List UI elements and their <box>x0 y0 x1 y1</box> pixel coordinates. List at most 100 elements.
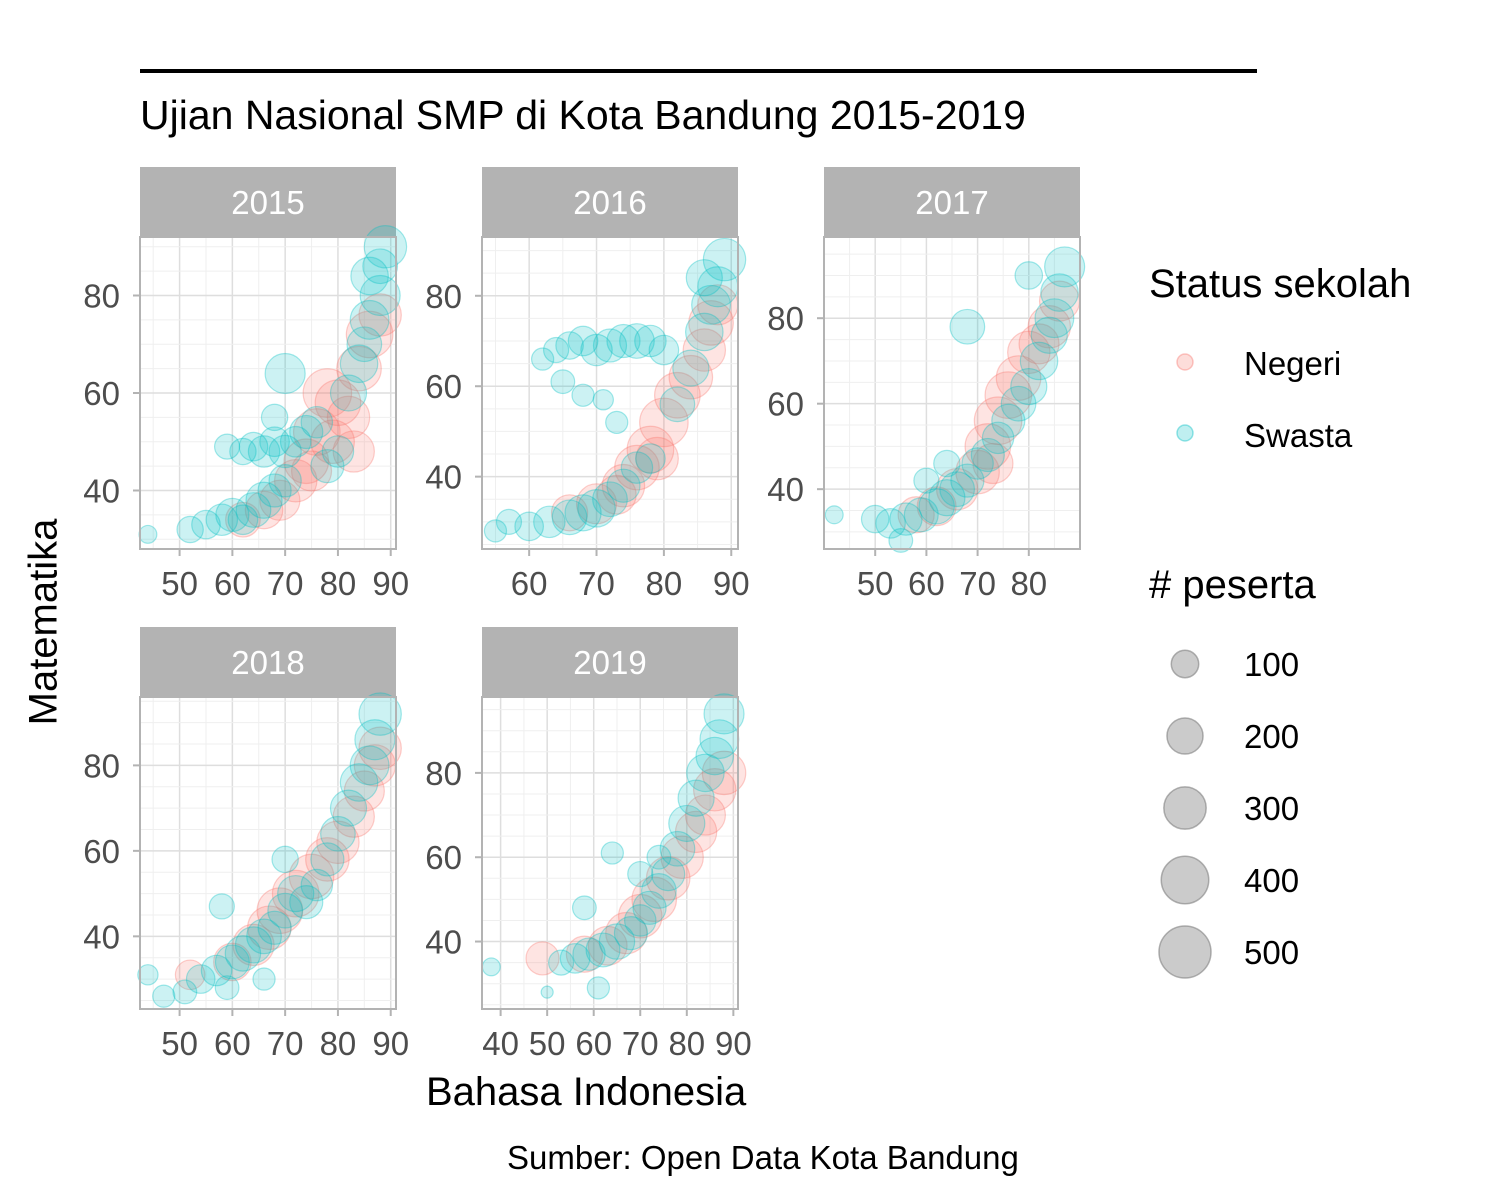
data-point <box>268 434 302 469</box>
title-rule <box>140 69 1257 73</box>
data-point <box>645 855 691 901</box>
facet-strip-label: 2015 <box>231 184 304 221</box>
data-point <box>586 976 611 1000</box>
x-tick-label: 80 <box>320 1025 357 1062</box>
x-tick-label: 70 <box>622 1025 659 1062</box>
panel-border <box>481 236 739 550</box>
data-point <box>674 810 718 854</box>
data-point <box>1018 323 1060 365</box>
y-tick-label: 40 <box>425 924 462 961</box>
data-point <box>138 524 158 544</box>
data-point <box>533 505 566 539</box>
data-point <box>358 692 402 736</box>
y-tick-label: 60 <box>83 833 120 870</box>
data-point <box>339 763 379 802</box>
facet-strip-label: 2018 <box>231 644 304 681</box>
data-point <box>860 504 890 534</box>
data-point <box>247 905 292 951</box>
data-point <box>350 256 389 296</box>
data-point <box>970 437 1005 473</box>
data-point <box>1019 341 1059 381</box>
data-point <box>259 426 290 458</box>
data-point <box>316 820 360 865</box>
data-point <box>691 284 732 325</box>
data-point <box>229 437 257 466</box>
x-tick-label: 70 <box>267 1025 304 1062</box>
data-point <box>481 957 501 977</box>
x-axis-title: Bahasa Indonesia <box>426 1070 747 1114</box>
data-point <box>205 503 239 537</box>
legend <box>1158 353 1212 979</box>
data-point <box>277 874 315 913</box>
data-point <box>1027 304 1072 349</box>
data-point <box>358 726 402 771</box>
legend-size-label-500: 500 <box>1244 934 1300 971</box>
facet-strip-label: 2016 <box>573 184 646 221</box>
data-point <box>928 479 966 517</box>
data-point <box>580 333 613 367</box>
data-point <box>1000 385 1037 422</box>
x-tick-label: 80 <box>646 565 683 602</box>
data-point <box>592 389 614 411</box>
data-point <box>314 379 362 427</box>
data-point <box>903 497 939 533</box>
legend-size-key-400 <box>1160 855 1210 905</box>
data-point <box>964 423 1012 470</box>
legend-key-negeri <box>1176 353 1194 371</box>
data-point <box>972 442 1014 485</box>
data-point <box>329 789 368 827</box>
data-point <box>601 463 646 508</box>
x-tick-label: 50 <box>161 565 198 602</box>
data-point <box>587 925 628 966</box>
data-point <box>354 719 396 761</box>
grid-lines <box>482 237 738 549</box>
x-tick-label: 50 <box>857 565 894 602</box>
data-point <box>224 935 262 972</box>
data-point <box>692 767 737 812</box>
series-swasta <box>137 692 402 1008</box>
data-point <box>550 494 589 532</box>
y-tick-label: 60 <box>425 368 462 405</box>
data-point <box>682 328 727 372</box>
data-point <box>542 336 570 364</box>
data-point <box>889 502 923 536</box>
data-point <box>1010 367 1048 406</box>
y-tick-label: 60 <box>767 386 804 423</box>
data-point <box>991 403 1026 438</box>
data-point <box>677 779 715 817</box>
data-point <box>686 753 725 793</box>
data-point <box>913 467 940 494</box>
data-point <box>551 499 588 536</box>
data-point <box>660 835 704 879</box>
data-point <box>619 323 655 359</box>
data-point <box>875 508 906 539</box>
data-point <box>302 368 353 418</box>
data-point <box>289 885 324 920</box>
y-tick-label: 80 <box>83 747 120 784</box>
x-tick-label: 90 <box>715 1025 752 1062</box>
data-point <box>268 464 302 498</box>
data-point <box>634 324 667 358</box>
data-point <box>288 853 335 900</box>
facet-strip-label: 2019 <box>573 644 646 681</box>
data-point <box>256 887 304 935</box>
data-point <box>981 421 1015 455</box>
data-point <box>235 492 272 528</box>
y-tick-label: 40 <box>425 459 462 496</box>
data-point <box>635 436 679 481</box>
chart-title: Ujian Nasional SMP di Kota Bandung 2015-… <box>140 92 1026 138</box>
data-point <box>257 910 292 945</box>
data-point <box>349 745 390 786</box>
data-point <box>824 505 844 525</box>
data-point <box>606 323 641 359</box>
x-tick-label: 70 <box>578 565 615 602</box>
data-point <box>695 736 735 776</box>
data-point <box>1040 273 1079 312</box>
chart-caption: Sumber: Open Data Kota Bandung <box>507 1139 1019 1176</box>
data-point <box>605 410 629 435</box>
data-point <box>343 770 385 812</box>
legend-size-key-500 <box>1158 925 1212 979</box>
y-tick-label: 80 <box>425 278 462 315</box>
grid-lines <box>140 697 396 1009</box>
